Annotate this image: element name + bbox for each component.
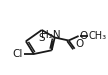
Text: CH₃: CH₃ xyxy=(88,31,106,41)
Text: S: S xyxy=(38,33,45,43)
Text: Cl: Cl xyxy=(13,49,23,59)
Text: O: O xyxy=(79,31,87,41)
Text: H₂N: H₂N xyxy=(41,30,61,40)
Text: O: O xyxy=(75,39,83,49)
